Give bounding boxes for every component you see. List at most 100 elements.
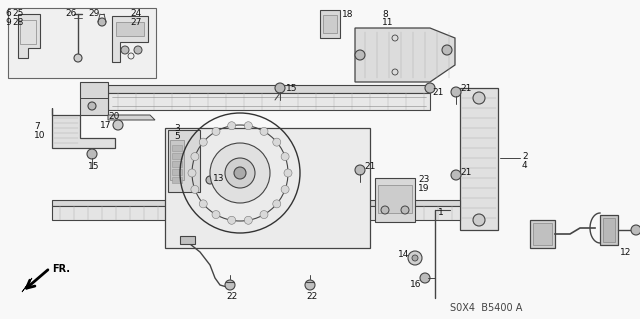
Text: S0X4  B5400 A: S0X4 B5400 A [450,303,522,313]
Circle shape [473,92,485,104]
Polygon shape [116,22,144,36]
Bar [533,223,552,245]
Polygon shape [112,16,148,62]
Polygon shape [108,115,155,120]
Polygon shape [52,206,460,220]
Text: 28: 28 [12,18,24,27]
Text: 19: 19 [418,184,429,193]
Text: 2: 2 [522,152,527,161]
Polygon shape [108,85,430,93]
Text: 5: 5 [174,132,180,141]
Bar [172,153,182,159]
Bar [323,15,337,33]
Text: FR.: FR. [52,264,70,274]
Circle shape [121,46,129,54]
Circle shape [244,216,252,224]
Text: 21: 21 [460,84,472,93]
Bar [172,161,182,167]
Circle shape [442,45,452,55]
Circle shape [260,127,268,136]
Circle shape [134,46,142,54]
Circle shape [420,273,430,283]
Circle shape [98,18,106,26]
Text: 3: 3 [174,124,180,133]
Polygon shape [165,128,370,248]
Polygon shape [18,14,40,58]
Circle shape [425,83,435,93]
Circle shape [234,167,246,179]
Circle shape [199,138,207,146]
Circle shape [228,216,236,224]
Polygon shape [22,278,32,292]
Text: 24: 24 [130,9,141,18]
Circle shape [191,152,199,160]
Circle shape [412,255,418,261]
Polygon shape [530,220,555,248]
Text: 21: 21 [432,88,444,97]
Circle shape [473,214,485,226]
Circle shape [381,206,389,214]
Polygon shape [355,28,455,82]
Circle shape [631,225,640,235]
Text: 20: 20 [108,112,120,121]
Polygon shape [600,215,618,245]
Text: 9: 9 [5,18,11,27]
Text: 22: 22 [226,292,237,301]
Circle shape [88,102,96,110]
Circle shape [451,87,461,97]
Circle shape [408,251,422,265]
Circle shape [401,206,409,214]
Circle shape [281,152,289,160]
Text: 25: 25 [12,9,24,18]
Circle shape [225,158,255,188]
Circle shape [281,185,289,193]
Circle shape [244,122,252,130]
Text: 6: 6 [5,9,11,18]
Bar [172,177,182,183]
Circle shape [284,169,292,177]
Text: 13: 13 [213,174,225,183]
Text: 18: 18 [342,10,353,19]
Text: 8: 8 [382,10,388,19]
Text: 12: 12 [620,248,632,257]
Circle shape [228,122,236,130]
Circle shape [355,50,365,60]
Polygon shape [460,88,498,230]
Bar [8,8,156,78]
Bar [172,169,182,175]
Circle shape [305,280,315,290]
Text: 10: 10 [34,131,45,140]
Polygon shape [180,236,195,244]
Text: 14: 14 [398,250,410,259]
Circle shape [275,83,285,93]
Text: 26: 26 [65,9,76,18]
Text: 17: 17 [100,121,111,130]
Text: 7: 7 [34,122,40,131]
Circle shape [191,185,199,193]
Text: 23: 23 [418,175,429,184]
Polygon shape [375,178,415,222]
Bar [378,185,412,213]
Polygon shape [108,93,430,110]
Text: 22: 22 [306,292,317,301]
Text: 16: 16 [410,280,422,289]
Polygon shape [168,130,200,192]
Circle shape [451,170,461,180]
Text: 21: 21 [460,168,472,177]
Circle shape [113,120,123,130]
Circle shape [260,211,268,219]
Circle shape [212,211,220,219]
Bar [603,218,615,242]
Text: 15: 15 [88,162,99,171]
Circle shape [188,169,196,177]
Circle shape [225,280,235,290]
Bar [172,145,182,151]
Text: 4: 4 [522,161,527,170]
Bar [170,140,184,180]
Text: 27: 27 [130,18,141,27]
Text: 11: 11 [382,18,394,27]
Circle shape [210,143,270,203]
Circle shape [206,176,214,184]
Text: 1: 1 [438,208,444,217]
Text: 15: 15 [286,84,298,93]
